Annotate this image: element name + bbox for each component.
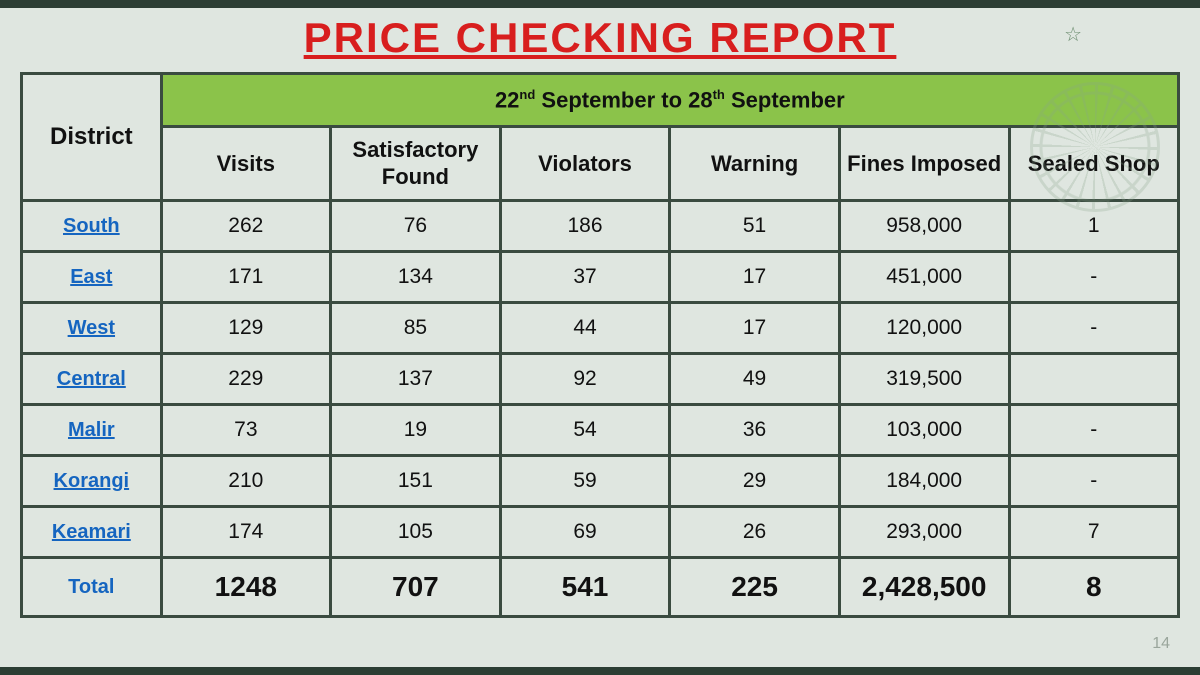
total-cell: 541 (500, 558, 670, 617)
district-cell[interactable]: South (22, 201, 162, 252)
data-cell: 229 (161, 354, 330, 405)
period-mid: September to 28 (535, 87, 712, 112)
data-cell: 85 (330, 303, 500, 354)
data-cell: 17 (670, 303, 840, 354)
data-cell: 92 (500, 354, 670, 405)
data-cell: 174 (161, 507, 330, 558)
bottom-border-bar (0, 667, 1200, 675)
district-cell[interactable]: East (22, 252, 162, 303)
data-cell: 37 (500, 252, 670, 303)
report-table: District 22nd September to 28th Septembe… (20, 72, 1180, 618)
district-cell[interactable]: Keamari (22, 507, 162, 558)
total-cell: 8 (1009, 558, 1178, 617)
page-number: 14 (1152, 635, 1170, 653)
data-cell: 59 (500, 456, 670, 507)
data-cell: 319,500 (839, 354, 1009, 405)
top-border-bar (0, 0, 1200, 8)
data-cell: 129 (161, 303, 330, 354)
data-cell: 120,000 (839, 303, 1009, 354)
data-cell: 17 (670, 252, 840, 303)
table-row: Central 2291379249319,500 (22, 354, 1179, 405)
district-link[interactable]: South (63, 215, 120, 237)
data-cell: 210 (161, 456, 330, 507)
district-cell[interactable]: Malir (22, 405, 162, 456)
col-satisfactory: Satisfactory Found (330, 127, 500, 201)
table-row: Keamari 1741056926293,0007 (22, 507, 1179, 558)
data-cell: 171 (161, 252, 330, 303)
table-body: South 2627618651958,0001 East 1711343717451… (22, 201, 1179, 617)
period-suffix: September (725, 87, 845, 112)
data-cell: - (1009, 303, 1178, 354)
data-cell: 44 (500, 303, 670, 354)
col-sealed: Sealed Shop (1009, 127, 1178, 201)
table-container: District 22nd September to 28th Septembe… (0, 72, 1200, 618)
col-visits: Visits (161, 127, 330, 201)
total-cell: 707 (330, 558, 500, 617)
table-row: East 1711343717451,000- (22, 252, 1179, 303)
table-row: Malir 73195436103,000- (22, 405, 1179, 456)
district-header: District (22, 74, 162, 201)
data-cell: 184,000 (839, 456, 1009, 507)
data-cell: - (1009, 456, 1178, 507)
data-cell: 54 (500, 405, 670, 456)
district-link[interactable]: Keamari (52, 521, 131, 543)
data-cell: 151 (330, 456, 500, 507)
data-cell: 262 (161, 201, 330, 252)
data-cell: 29 (670, 456, 840, 507)
district-link[interactable]: West (68, 317, 115, 339)
district-cell[interactable]: West (22, 303, 162, 354)
total-label-cell: Total (22, 558, 162, 617)
data-cell: 134 (330, 252, 500, 303)
total-row: Total 12487075412252,428,5008 (22, 558, 1179, 617)
total-label: Total (68, 576, 114, 598)
data-cell: 76 (330, 201, 500, 252)
district-link[interactable]: Central (57, 368, 126, 390)
page-title: PRICE CHECKING REPORT (0, 0, 1200, 72)
period-sup2: th (713, 87, 725, 102)
data-cell: 49 (670, 354, 840, 405)
period-day1: 22 (495, 87, 519, 112)
table-row: Korangi 2101515929184,000- (22, 456, 1179, 507)
district-cell[interactable]: Central (22, 354, 162, 405)
data-cell: 36 (670, 405, 840, 456)
total-cell: 2,428,500 (839, 558, 1009, 617)
data-cell: 103,000 (839, 405, 1009, 456)
data-cell: 293,000 (839, 507, 1009, 558)
star-icon: ☆ (1064, 22, 1082, 47)
data-cell: 7 (1009, 507, 1178, 558)
col-fines: Fines Imposed (839, 127, 1009, 201)
total-cell: 225 (670, 558, 840, 617)
district-link[interactable]: Malir (68, 419, 115, 441)
data-cell: 73 (161, 405, 330, 456)
district-link[interactable]: Korangi (54, 470, 130, 492)
col-violators: Violators (500, 127, 670, 201)
data-cell: 451,000 (839, 252, 1009, 303)
table-row: South 2627618651958,0001 (22, 201, 1179, 252)
data-cell: 105 (330, 507, 500, 558)
data-cell: 26 (670, 507, 840, 558)
table-row: West 129854417120,000- (22, 303, 1179, 354)
data-cell: 51 (670, 201, 840, 252)
total-cell: 1248 (161, 558, 330, 617)
data-cell: 186 (500, 201, 670, 252)
district-link[interactable]: East (70, 266, 112, 288)
district-cell[interactable]: Korangi (22, 456, 162, 507)
data-cell: 958,000 (839, 201, 1009, 252)
data-cell: 69 (500, 507, 670, 558)
col-warning: Warning (670, 127, 840, 201)
data-cell: 19 (330, 405, 500, 456)
data-cell: 1 (1009, 201, 1178, 252)
period-sup1: nd (519, 87, 535, 102)
column-headers-row: Visits Satisfactory Found Violators Warn… (22, 127, 1179, 201)
data-cell: - (1009, 252, 1178, 303)
data-cell: - (1009, 405, 1178, 456)
data-cell: 137 (330, 354, 500, 405)
data-cell (1009, 354, 1178, 405)
period-header: 22nd September to 28th September (161, 74, 1178, 127)
